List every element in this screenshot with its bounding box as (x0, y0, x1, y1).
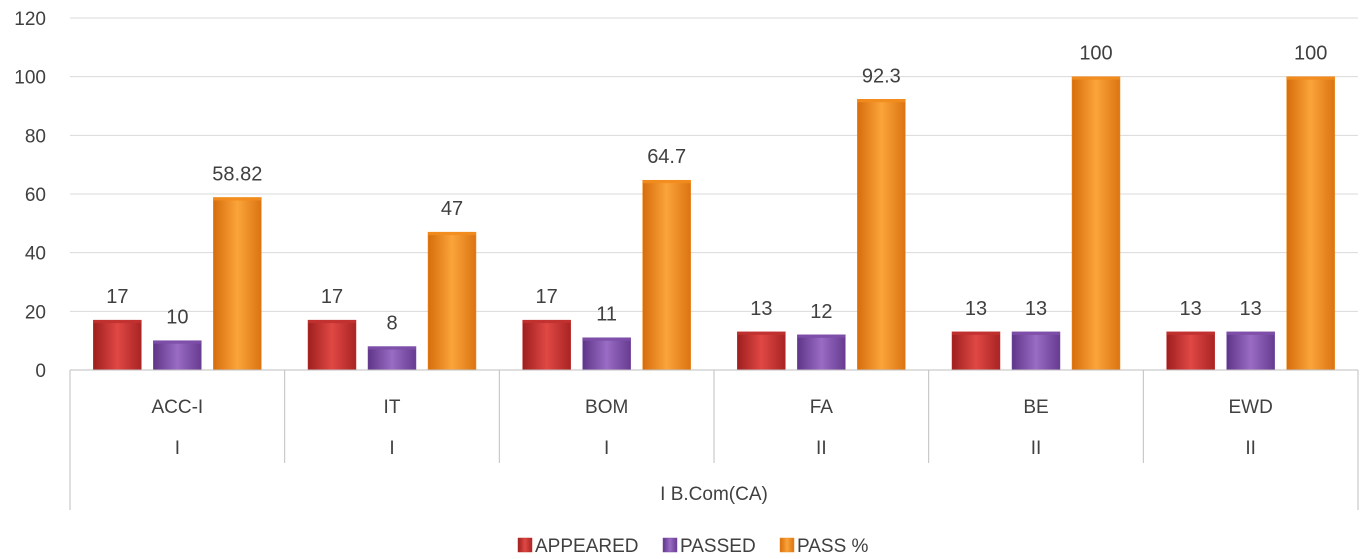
data-label: 13 (1240, 298, 1262, 320)
bar (93, 319, 142, 371)
bar (857, 99, 906, 371)
semester-label: I (389, 438, 394, 459)
data-label: 13 (965, 298, 987, 320)
bar-top-edge (368, 346, 416, 350)
x-axis: ACC-I I IT I BOM I FA II BE II EWD II I B.Com(CA) (69, 369, 1359, 510)
data-label: 17 (536, 286, 558, 308)
group-label: I B.Com(CA) (660, 484, 768, 505)
data-label: 13 (1025, 298, 1047, 320)
y-tick-label: 20 (25, 302, 46, 323)
bar-top-edge (153, 340, 202, 344)
bar (213, 197, 262, 371)
y-axis-ticks: 0 20 40 60 80 100 120 (14, 9, 46, 382)
data-label: 100 (1079, 43, 1112, 65)
legend-swatch (517, 537, 533, 553)
bar (1071, 76, 1121, 371)
legend-label: APPEARED (535, 536, 638, 557)
bar-top-edge (522, 320, 571, 324)
bar (1011, 331, 1061, 371)
bar (1286, 76, 1335, 371)
data-label: 13 (750, 298, 772, 320)
y-tick-label: 80 (25, 126, 46, 147)
bar (737, 331, 786, 371)
y-tick-label: 0 (35, 361, 46, 382)
data-label: 92.3 (862, 65, 901, 87)
bar-top-edge (428, 232, 476, 236)
bar (1166, 331, 1215, 371)
bar (642, 179, 691, 371)
bar-top-edge (308, 320, 356, 324)
legend-label: PASSED (680, 536, 756, 557)
bar-top-edge (857, 99, 906, 103)
bar-top-edge (213, 197, 262, 201)
data-label: 47 (441, 198, 463, 220)
data-label: 64.7 (647, 146, 686, 168)
bar-top-edge (737, 331, 786, 335)
category-label: EWD (1229, 397, 1273, 418)
data-label: 12 (810, 301, 832, 323)
bar (582, 337, 631, 371)
y-tick-label: 100 (14, 68, 46, 89)
semester-label: II (816, 438, 827, 459)
legend-swatch (779, 537, 795, 553)
bar-top-edge (1226, 331, 1275, 335)
category-label: BOM (585, 397, 628, 418)
category-label: IT (384, 397, 401, 418)
category-label: FA (810, 397, 834, 418)
data-label: 11 (596, 304, 617, 326)
bar-top-edge (1072, 76, 1120, 80)
bar (1226, 331, 1275, 371)
data-label: 17 (321, 286, 343, 308)
data-label: 10 (166, 307, 188, 329)
bar-top-edge (1012, 331, 1060, 335)
data-label: 58.82 (212, 163, 262, 185)
bar (522, 319, 571, 371)
bar (367, 346, 417, 371)
y-tick-label: 60 (25, 185, 46, 206)
bar-top-edge (797, 334, 846, 338)
bar (307, 319, 357, 371)
bar-top-edge (642, 180, 691, 184)
bar (153, 340, 202, 371)
bar-top-edge (582, 337, 631, 341)
bar (427, 231, 477, 371)
legend-label: PASS % (797, 536, 869, 557)
data-label: 8 (386, 313, 397, 335)
bar (951, 331, 1001, 371)
bar-top-edge (952, 331, 1000, 335)
semester-label: II (1031, 438, 1042, 459)
bar-top-edge (1166, 331, 1215, 335)
semester-label: I (175, 438, 180, 459)
semester-label: II (1245, 438, 1256, 459)
category-label: ACC-I (151, 397, 203, 418)
gridlines (70, 17, 1358, 312)
bar-top-edge (1286, 76, 1335, 80)
semester-label: I (604, 438, 609, 459)
bar-top-edge (93, 320, 142, 324)
category-label: BE (1023, 397, 1048, 418)
data-label: 17 (106, 286, 128, 308)
data-labels: 17 10 58.82 17 8 47 17 11 64.7 13 12 92.3 13 13 100 13 1… (106, 43, 1327, 335)
y-tick-label: 120 (14, 9, 46, 30)
legend-swatch (662, 537, 678, 553)
data-label: 100 (1294, 43, 1327, 65)
data-label: 13 (1180, 298, 1202, 320)
y-tick-label: 40 (25, 244, 46, 265)
legend: APPEARED PASSED PASS % (517, 536, 869, 557)
bars (93, 76, 1335, 371)
bar (797, 334, 846, 371)
